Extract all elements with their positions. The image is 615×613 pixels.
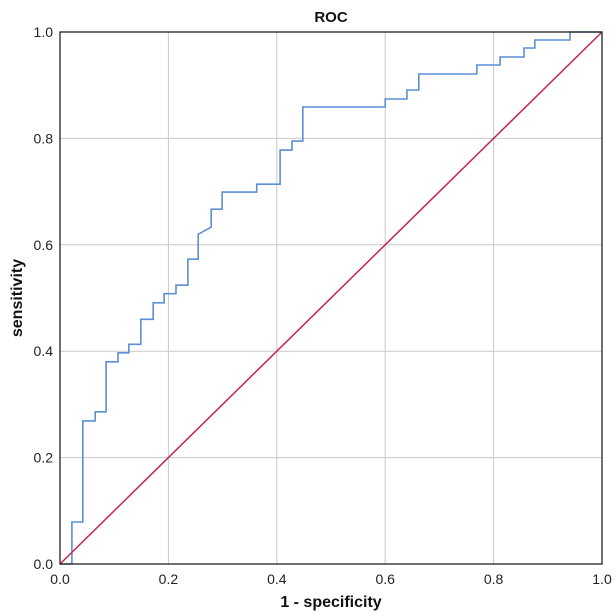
- x-tick-label: 0.6: [375, 571, 395, 587]
- roc-curve-line: [60, 31, 602, 565]
- chart-title: ROC: [314, 9, 348, 26]
- x-tick-label: 0.4: [267, 571, 287, 587]
- plot-frame: [59, 31, 603, 565]
- y-tick-label: 0.4: [34, 343, 54, 359]
- y-tick-label: 0.6: [34, 237, 54, 253]
- y-tick-label: 0.2: [34, 450, 54, 466]
- grid-lines: [60, 32, 602, 564]
- x-tick-labels: 0.0 0.2 0.4 0.6 0.8 1.0: [50, 571, 612, 587]
- x-tick-label: 1.0: [592, 571, 612, 587]
- y-tick-label: 1.0: [34, 24, 54, 40]
- y-tick-label: 0.0: [34, 556, 54, 572]
- x-tick-label: 0.0: [50, 571, 70, 587]
- y-tick-labels: 0.0 0.2 0.4 0.6 0.8 1.0: [34, 24, 54, 572]
- series-group: [59, 31, 603, 565]
- x-tick-label: 0.8: [484, 571, 504, 587]
- y-tick-label: 0.8: [34, 130, 54, 146]
- x-tick-label: 0.2: [159, 571, 179, 587]
- x-axis-title: 1 - specificity: [280, 594, 381, 611]
- y-axis-title: sensitivity: [9, 259, 26, 337]
- reference-diagonal-line: [59, 31, 603, 565]
